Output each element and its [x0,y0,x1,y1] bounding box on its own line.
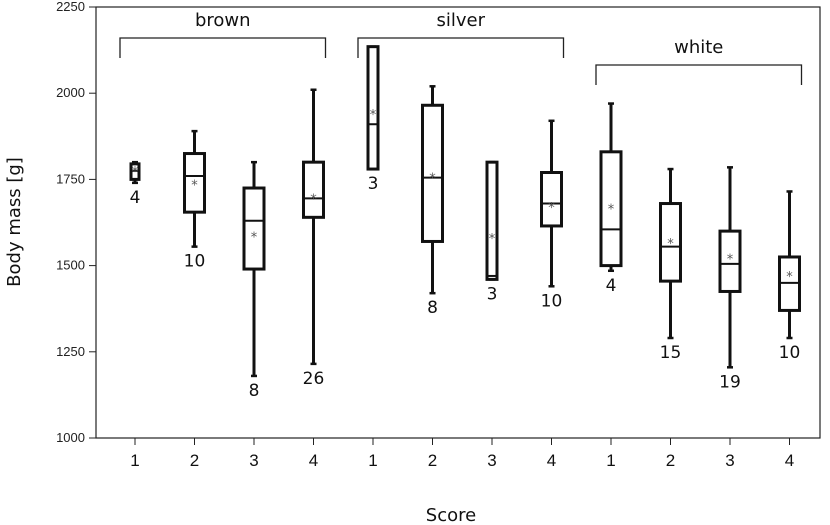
y-axis-title: Body mass [g] [4,157,25,287]
mean-marker: * [251,230,258,245]
box [659,202,682,283]
box [485,160,499,281]
mean-marker: * [608,203,615,218]
mean-marker: * [667,237,674,252]
x-axis-title: Score [426,505,476,525]
mean-marker: * [786,270,793,285]
box [718,229,742,293]
box-white-4: * 10 [778,190,801,363]
group-bracket-silver [357,37,565,58]
box-series: *4*10*8*26*3 *8*3*10*4*15*19*10 [129,45,801,401]
sample-size-label: 19 [719,372,741,392]
x-axis: 1 2 3 4 1 2 3 4 1 2 3 4 [130,438,794,470]
sample-size-label: 15 [660,343,682,363]
mean-marker: * [191,179,198,194]
box [183,152,206,214]
mean-marker: * [548,201,555,216]
group-label-white: white [674,37,723,58]
box-white-1: *4 [599,102,623,296]
sample-size-label: 8 [427,298,438,318]
x-tick-label: 2 [190,451,199,470]
x-tick-label: 3 [487,451,496,470]
sample-size-label: 8 [249,381,260,401]
box [242,186,266,271]
box-brown-2: * 10 [183,129,206,272]
x-tick-label: 4 [547,451,556,470]
sample-size-label: 3 [487,284,498,304]
mean-marker: * [489,232,496,247]
mean-marker: * [310,192,317,207]
y-tick-label: 1750 [56,171,85,186]
box [421,103,444,243]
x-tick-label: 2 [666,451,675,470]
group-bracket-brown [119,37,327,58]
sample-size-label: 10 [184,252,206,272]
x-tick-label: 4 [785,451,794,470]
mean-marker: * [727,253,734,268]
x-tick-label: 4 [309,451,318,470]
x-tick-label: 2 [428,451,437,470]
box-brown-4: * 26 [302,88,325,389]
sample-size-label: 26 [303,369,325,389]
box-silver-4: * 10 [540,119,563,311]
y-tick-label: 2250 [56,0,85,14]
box-silver-2: *8 [421,85,444,318]
box-white-2: * 15 [659,167,682,363]
box [540,171,563,228]
box [366,45,380,171]
box-brown-3: *8 [242,160,266,401]
box-white-3: * 19 [718,166,742,392]
mean-marker: * [429,172,436,187]
x-tick-label: 3 [725,451,734,470]
group-label-brown: brown [195,10,251,31]
x-tick-label: 1 [368,451,377,470]
x-tick-label: 3 [249,451,258,470]
sample-size-label: 4 [130,188,141,208]
box-silver-1: *3 [366,45,380,194]
box-brown-1: *4 [129,160,141,208]
group-label-silver: silver [436,10,485,31]
mean-marker: * [370,108,377,123]
sample-size-label: 4 [606,276,617,296]
y-tick-label: 1500 [56,258,85,273]
y-tick-label: 1000 [56,430,85,445]
x-tick-label: 1 [606,451,615,470]
y-tick-label: 1250 [56,344,85,359]
y-axis: 1000 1250 1500 1750 2000 2250 [56,0,96,445]
group-bracket-white [595,64,803,85]
y-tick-label: 2000 [56,85,85,100]
box [302,160,325,219]
plot-frame [95,6,821,439]
x-tick-label: 1 [130,451,139,470]
box [599,150,623,268]
sample-size-label: 10 [541,291,563,311]
sample-size-label: 3 [368,174,379,194]
sample-size-label: 10 [779,343,801,363]
box-silver-3: *3 [485,160,499,304]
mean-marker: * [132,165,139,180]
group-brackets: brown silver white [119,10,803,85]
